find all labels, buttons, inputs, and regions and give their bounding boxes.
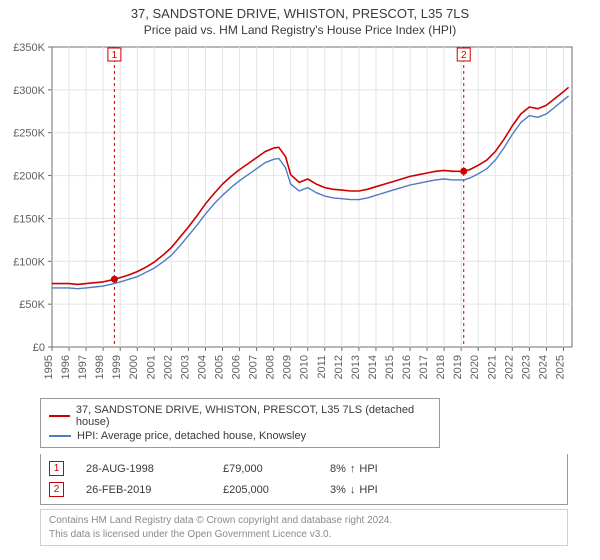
event-price: £205,000 — [223, 484, 308, 496]
svg-text:£350K: £350K — [13, 42, 45, 54]
event-pct: 3% — [330, 484, 346, 496]
svg-text:2018: 2018 — [435, 355, 447, 379]
legend-row: HPI: Average price, detached house, Know… — [49, 429, 431, 443]
svg-text:2003: 2003 — [179, 355, 191, 379]
legend-label: HPI: Average price, detached house, Know… — [77, 430, 306, 442]
footer-line: This data is licensed under the Open Gov… — [49, 528, 559, 542]
chart-header: 37, SANDSTONE DRIVE, WHISTON, PRESCOT, L… — [0, 0, 600, 39]
svg-text:1995: 1995 — [43, 355, 55, 379]
svg-text:2: 2 — [461, 50, 467, 61]
event-date: 28-AUG-1998 — [86, 463, 201, 475]
event-dir-label: HPI — [359, 463, 377, 475]
arrow-icon: ↑ — [350, 463, 356, 475]
svg-text:2004: 2004 — [196, 355, 208, 379]
events-table: 1 28-AUG-1998 £79,000 8% ↑ HPI 2 26-FEB-… — [40, 454, 568, 505]
svg-text:2017: 2017 — [418, 355, 430, 379]
svg-text:£0: £0 — [33, 342, 45, 354]
svg-text:2016: 2016 — [401, 355, 413, 379]
svg-text:1: 1 — [112, 50, 118, 61]
legend-box: 37, SANDSTONE DRIVE, WHISTON, PRESCOT, L… — [40, 398, 440, 448]
event-price: £79,000 — [223, 463, 308, 475]
svg-text:2006: 2006 — [231, 355, 243, 379]
svg-text:2020: 2020 — [469, 355, 481, 379]
chart-container: £0 £50K £100K £150K £200K £250K £300K £350K 1995… — [0, 39, 600, 392]
svg-text:2000: 2000 — [128, 355, 140, 379]
event-row: 2 26-FEB-2019 £205,000 3% ↓ HPI — [49, 479, 559, 500]
svg-text:2025: 2025 — [554, 355, 566, 379]
chart-subtitle: Price paid vs. HM Land Registry's House … — [0, 21, 600, 37]
price-index-chart: £0 £50K £100K £150K £200K £250K £300K £350K 1995… — [0, 39, 600, 389]
svg-text:2012: 2012 — [333, 355, 345, 379]
svg-text:2022: 2022 — [503, 355, 515, 379]
svg-text:£150K: £150K — [13, 213, 45, 225]
footer-line: Contains HM Land Registry data © Crown c… — [49, 514, 559, 528]
event-direction: 3% ↓ HPI — [330, 484, 378, 496]
svg-text:£100K: £100K — [13, 256, 45, 268]
svg-text:1996: 1996 — [60, 355, 72, 379]
svg-text:2009: 2009 — [282, 355, 294, 379]
svg-text:1998: 1998 — [94, 355, 106, 379]
svg-text:1999: 1999 — [111, 355, 123, 379]
svg-text:2001: 2001 — [145, 355, 157, 379]
svg-text:2024: 2024 — [537, 355, 549, 379]
event-date: 26-FEB-2019 — [86, 484, 201, 496]
event-marker-box: 1 — [49, 461, 64, 476]
chart-title: 37, SANDSTONE DRIVE, WHISTON, PRESCOT, L… — [0, 6, 600, 21]
svg-text:2002: 2002 — [162, 355, 174, 379]
svg-text:2023: 2023 — [520, 355, 532, 379]
event-dir-label: HPI — [359, 484, 377, 496]
svg-text:2021: 2021 — [486, 355, 498, 379]
svg-text:2008: 2008 — [265, 355, 277, 379]
event-marker-box: 2 — [49, 482, 64, 497]
svg-text:2007: 2007 — [248, 355, 260, 379]
svg-text:2014: 2014 — [367, 355, 379, 379]
arrow-icon: ↓ — [350, 484, 356, 496]
svg-text:£250K: £250K — [13, 128, 45, 140]
svg-text:2011: 2011 — [316, 355, 328, 379]
event-row: 1 28-AUG-1998 £79,000 8% ↑ HPI — [49, 458, 559, 479]
svg-text:£300K: £300K — [13, 85, 45, 97]
event-direction: 8% ↑ HPI — [330, 463, 378, 475]
svg-text:2015: 2015 — [384, 355, 396, 379]
legend-label: 37, SANDSTONE DRIVE, WHISTON, PRESCOT, L… — [76, 404, 431, 428]
legend-row: 37, SANDSTONE DRIVE, WHISTON, PRESCOT, L… — [49, 403, 431, 429]
legend-swatch — [49, 415, 70, 417]
svg-text:2010: 2010 — [299, 355, 311, 379]
svg-text:£50K: £50K — [19, 299, 45, 311]
svg-text:2019: 2019 — [452, 355, 464, 379]
legend-swatch — [49, 435, 71, 437]
svg-text:2013: 2013 — [350, 355, 362, 379]
svg-text:2005: 2005 — [213, 355, 225, 379]
svg-text:£200K: £200K — [13, 171, 45, 183]
event-pct: 8% — [330, 463, 346, 475]
footer-attribution: Contains HM Land Registry data © Crown c… — [40, 509, 568, 546]
svg-text:1997: 1997 — [77, 355, 89, 379]
